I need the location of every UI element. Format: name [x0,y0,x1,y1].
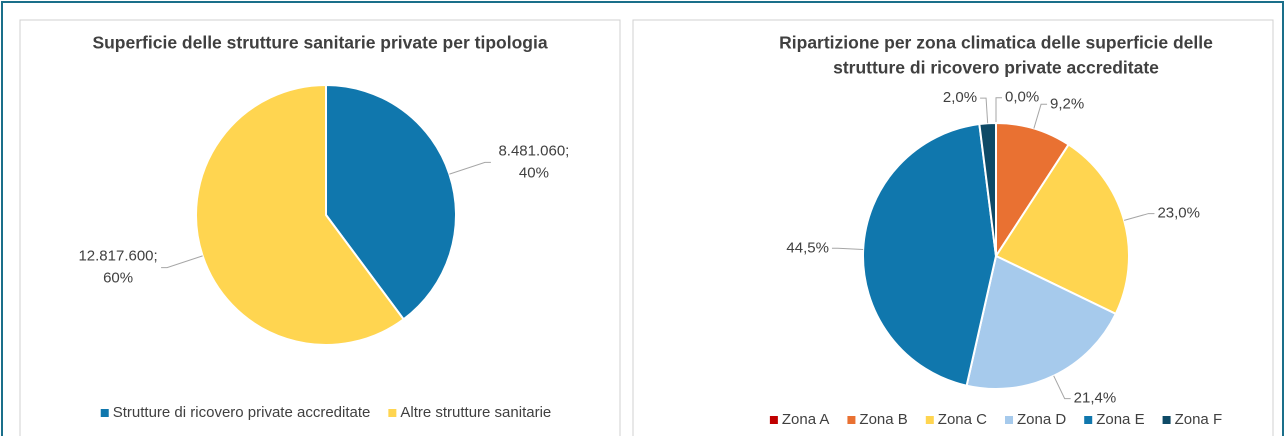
data-label: 60% [103,270,133,287]
leader-line [831,247,864,251]
leader-line [1123,213,1155,221]
legend-label: Zona F [1175,411,1223,428]
pie-slice [978,121,997,257]
legend-label: Zona E [1096,411,1144,428]
legend-swatch [847,416,856,424]
data-label: 21,4% [1074,390,1117,407]
legend-swatch [1005,416,1014,424]
legend-swatch [769,416,778,424]
legend-label: Strutture di ricovero private accreditat… [113,404,371,421]
pie-slice [195,83,405,346]
data-label: 12.817.600; [78,248,157,265]
legend-swatch [1084,416,1093,424]
legend: Zona A Zona B Zona C Zona D Zona E Zona F [769,411,1223,428]
legend-label: Zona D [1017,411,1066,428]
data-label: 40% [519,164,549,181]
legend-swatch [388,409,397,417]
data-label: 9,2% [1050,95,1084,112]
leader-line [980,97,989,124]
legend-label: Zona C [938,411,987,428]
data-label: 44,5% [786,239,829,256]
pie-slice [965,254,1118,390]
legend-swatch [100,409,109,417]
data-label: 8.481.060; [498,142,569,159]
leader-line [1033,103,1048,129]
legend-swatch [925,416,934,424]
chart-title: Superficie delle strutture sanitarie pri… [92,33,547,53]
legend-label: Zona B [859,411,907,428]
leader-line [1053,375,1071,400]
legend-swatch [1162,416,1171,424]
leader-line [449,161,491,175]
chart-title: strutture di ricovero private accreditat… [833,58,1159,78]
data-label: 0,0% [1005,89,1039,106]
leader-line [995,97,1002,123]
pie-slice [862,122,998,387]
legend: Strutture di ricovero private accreditat… [100,404,551,421]
data-label: 2,0% [943,89,977,106]
legend-label: Zona A [782,411,830,428]
chart-title: Ripartizione per zona climatica delle su… [779,33,1213,53]
legend-label: Altre strutture sanitarie [400,404,551,421]
leader-line [161,255,203,269]
data-label: 23,0% [1157,205,1200,222]
pie-slice [325,83,457,321]
